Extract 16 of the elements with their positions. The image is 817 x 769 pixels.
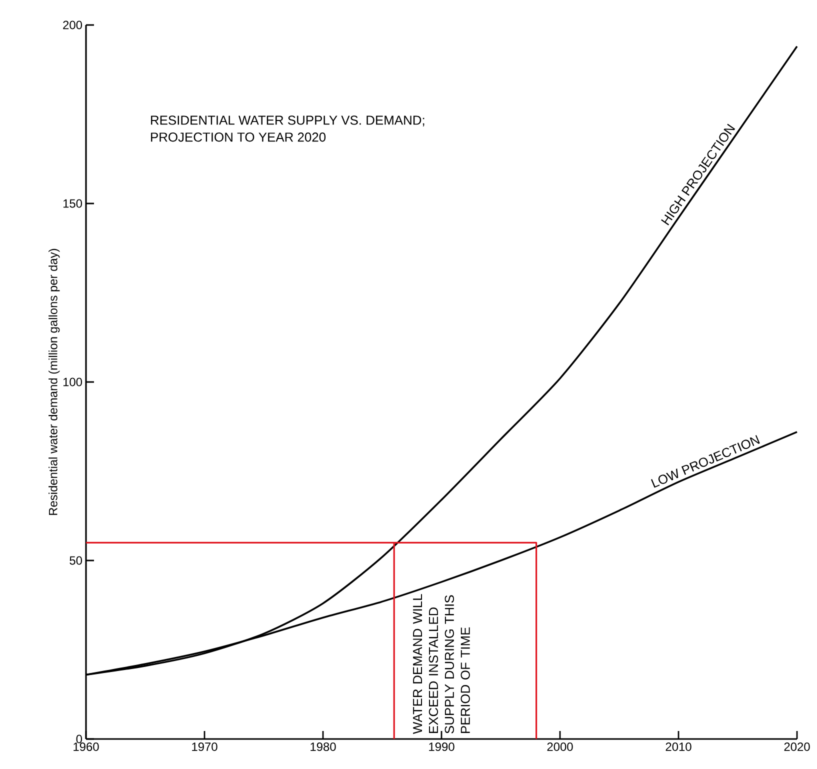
- x-tick-label: 1960: [74, 742, 99, 751]
- x-tick-label: 2000: [547, 742, 573, 751]
- y-tick-label: 100: [63, 378, 82, 386]
- y-tick-label: 50: [70, 556, 82, 565]
- y-axis-title: Residential water demand (million gallons per day): [48, 248, 60, 515]
- y-tick-label: 150: [63, 199, 82, 208]
- text: PROJECTION TO YEAR 2020: [151, 132, 326, 142]
- x-tick-label: 1970: [192, 742, 218, 751]
- x-tick-label: 2010: [666, 742, 692, 751]
- x-tick-label: 2020: [784, 742, 810, 751]
- text: RESIDENTIAL WATER SUPPLY VS. DEMAND;: [151, 116, 424, 126]
- y-tick-label: 200: [63, 20, 82, 30]
- x-tick-label: 1980: [310, 742, 336, 751]
- x-tick-label: 1990: [429, 742, 454, 751]
- y-tick-label: 0: [76, 734, 82, 744]
- annotation: WATER DEMAND WILL EXCEED INSTALLED SUPPLY DURING THIS PERIOD OF TIME: [413, 594, 470, 734]
